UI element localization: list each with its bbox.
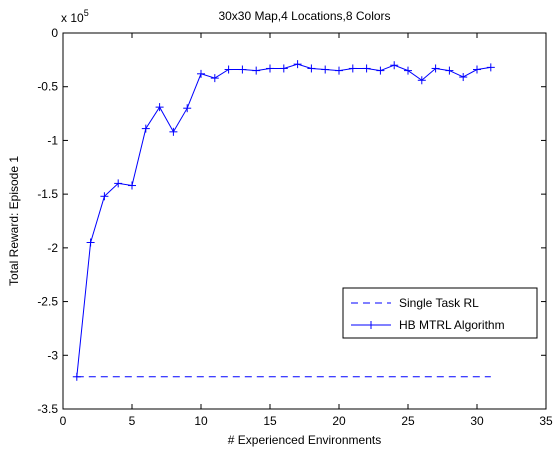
y-tick-label: -1.5 xyxy=(37,187,58,201)
data-point xyxy=(376,66,385,75)
data-point xyxy=(431,64,440,73)
data-point xyxy=(86,238,95,247)
y-tick-label: -1 xyxy=(47,133,58,147)
data-point xyxy=(224,65,233,74)
data-point xyxy=(128,181,136,190)
data-point xyxy=(390,61,399,70)
data-point xyxy=(335,66,343,75)
data-point xyxy=(293,60,302,69)
y-multiplier: x 105 xyxy=(61,8,89,25)
y-multiplier-exponent: 5 xyxy=(84,8,89,18)
x-tick-label: 15 xyxy=(263,414,277,428)
data-point xyxy=(279,64,288,73)
ticks: 0 5 10 15 20 25 30 35 0 -0.5 -1 -1.5 -2 -2.5 -3 -3.5 xyxy=(37,26,553,428)
x-tick-label: 0 xyxy=(60,414,67,428)
y-tick-label: -3 xyxy=(47,348,58,362)
x-tick-label: 20 xyxy=(332,414,346,428)
data-point xyxy=(459,73,468,82)
x-tick-label: 25 xyxy=(401,414,415,428)
data-point xyxy=(307,64,316,73)
legend-box xyxy=(342,287,538,339)
data-point xyxy=(252,66,261,75)
x-tick-label: 10 xyxy=(194,414,208,428)
legend: Single Task RL HB MTRL Algorithm xyxy=(342,287,538,339)
data-point xyxy=(362,64,371,73)
y-tick-label: -3.5 xyxy=(37,402,58,416)
data-point xyxy=(72,372,81,381)
legend-label: HB MTRL Algorithm xyxy=(399,318,505,332)
y-axis-label: Total Reward: Episode 1 xyxy=(7,156,21,286)
data-point xyxy=(238,65,247,74)
data-point xyxy=(141,124,150,133)
data-point xyxy=(100,192,109,201)
data-point xyxy=(197,69,205,78)
x-tick-label: 35 xyxy=(539,414,553,428)
data-point xyxy=(486,63,495,72)
y-tick-label: -0.5 xyxy=(37,80,58,94)
x-axis-label: # Experienced Environments xyxy=(228,433,381,447)
data-point xyxy=(210,74,219,83)
data-point xyxy=(155,103,164,112)
y-tick-label: -2 xyxy=(47,241,58,255)
x-tick-label: 5 xyxy=(129,414,136,428)
data-point xyxy=(114,179,123,188)
data-point xyxy=(348,64,357,73)
data-point xyxy=(445,66,454,75)
data-point xyxy=(183,104,192,113)
y-multiplier-base: x 10 xyxy=(61,11,84,25)
plot-area xyxy=(62,32,547,410)
data-point xyxy=(321,65,330,74)
y-tick-label: -2.5 xyxy=(37,295,58,309)
chart-title: 30x30 Map,4 Locations,8 Colors xyxy=(218,9,390,23)
legend-label: Single Task RL xyxy=(399,296,479,310)
x-tick-label: 30 xyxy=(470,414,484,428)
series-layer xyxy=(72,60,495,381)
data-point xyxy=(404,66,412,75)
data-point xyxy=(169,127,178,136)
data-point xyxy=(417,76,426,85)
y-tick-label: 0 xyxy=(51,26,58,40)
data-point xyxy=(266,64,274,73)
data-point xyxy=(473,65,481,74)
